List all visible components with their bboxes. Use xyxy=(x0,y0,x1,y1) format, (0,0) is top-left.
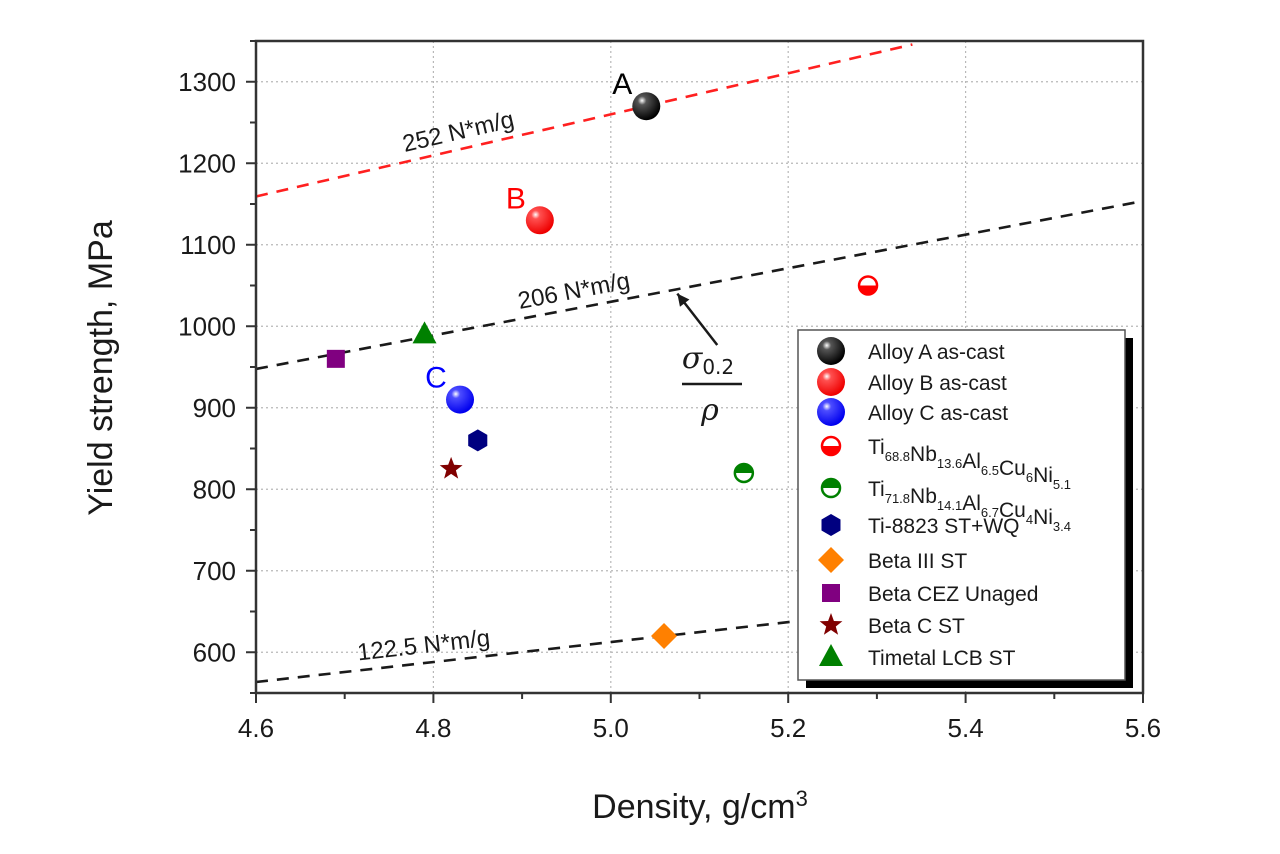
legend-item: Beta CEZ Unaged xyxy=(822,583,1038,606)
x-tick-label: 4.6 xyxy=(238,713,274,743)
legend-label: Alloy A as-cast xyxy=(868,341,1005,364)
legend-marker-hexagon xyxy=(821,514,841,536)
diamond-marker xyxy=(818,547,844,573)
data-point xyxy=(525,206,554,235)
x-tick-label: 5.6 xyxy=(1125,713,1161,743)
data-point xyxy=(857,275,879,296)
sigma-over-rho-annotation: σ0.2 ρ xyxy=(676,292,742,428)
half-circle-fill xyxy=(822,479,840,488)
y-tick-label: 800 xyxy=(193,474,236,504)
sphere-marker xyxy=(446,385,475,414)
star-marker xyxy=(819,613,843,635)
legend-marker-sphere xyxy=(817,398,845,426)
x-axis-title: Density, g/cm3 xyxy=(592,786,808,826)
annotation-arrow-head xyxy=(677,293,690,307)
x-tick-label: 5.2 xyxy=(770,713,806,743)
legend-item: Beta C ST xyxy=(819,613,965,638)
legend-label: Ti-8823 ST+WQ xyxy=(868,515,1020,538)
legend-label: Ti68.8Nb13.6Al6.5Cu6Ni5.1 xyxy=(868,436,1071,492)
triangle-marker xyxy=(819,644,843,666)
x-tick-label: 5.4 xyxy=(948,713,984,743)
sphere-marker xyxy=(817,368,845,396)
legend-item: Timetal LCB ST xyxy=(819,644,1016,670)
triangle-marker xyxy=(412,321,437,344)
sphere-marker xyxy=(817,337,845,365)
data-point xyxy=(733,462,755,484)
legend-label: Beta III ST xyxy=(868,550,967,573)
diamond-marker xyxy=(651,622,678,649)
legend: Alloy A as-cast Alloy B as-cast Alloy C as… xyxy=(797,329,1133,688)
data-point xyxy=(651,622,678,649)
data-point xyxy=(439,456,463,479)
legend-item: Ti68.8Nb13.6Al6.5Cu6Ni5.1 xyxy=(820,435,1071,492)
legend-item: Alloy B as-cast xyxy=(817,368,1007,396)
data-point xyxy=(446,385,475,414)
square-marker xyxy=(326,349,345,368)
sphere-marker xyxy=(632,92,661,121)
annotation-denominator: ρ xyxy=(700,393,719,428)
legend-marker-triangle xyxy=(819,644,843,666)
legend-marker-half-top xyxy=(820,477,842,499)
half-circle-fill xyxy=(734,463,753,473)
data-point xyxy=(632,92,661,121)
data-point xyxy=(468,429,488,452)
axes: 4.6 4.8 5.0 5.2 5.4 5.6 600 700 800 900 1000 1100 12… xyxy=(178,39,1161,743)
star-marker xyxy=(439,456,463,479)
legend-item: Beta III ST xyxy=(818,547,967,573)
legend-label: Alloy B as-cast xyxy=(868,372,1007,395)
legend-marker-diamond xyxy=(818,547,844,573)
hexagon-marker xyxy=(821,514,841,536)
legend-item: Alloy A as-cast xyxy=(817,337,1005,365)
data-point xyxy=(412,321,437,344)
half-circle-fill xyxy=(822,446,840,455)
point-label: B xyxy=(506,182,526,215)
y-tick-label: 700 xyxy=(193,556,236,586)
reference-line-label: 122.5 N*m/g xyxy=(356,625,492,667)
point-label: C xyxy=(425,362,447,395)
reference-line xyxy=(255,43,913,198)
legend-label: Ti71.8Nb14.1Al6.7Cu4Ni3.4 xyxy=(868,478,1071,534)
reference-line xyxy=(255,199,1144,371)
reference-line xyxy=(255,619,798,684)
half-circle-fill xyxy=(859,285,878,295)
legend-marker-star xyxy=(819,613,843,635)
legend-marker-square xyxy=(822,584,840,602)
legend-marker-sphere xyxy=(817,337,845,365)
legend-label: Alloy C as-cast xyxy=(868,402,1008,425)
y-axis-title: Yield strength, MPa xyxy=(82,220,120,516)
y-tick-label: 1000 xyxy=(178,311,236,341)
x-tick-label: 4.8 xyxy=(415,713,451,743)
y-tick-label: 600 xyxy=(193,637,236,667)
legend-label: Beta CEZ Unaged xyxy=(868,583,1038,606)
y-tick-label: 900 xyxy=(193,393,236,423)
legend-item: Alloy C as-cast xyxy=(817,398,1008,426)
square-marker xyxy=(822,584,840,602)
reference-line-label: 252 N*m/g xyxy=(400,106,517,158)
y-tick-label: 1100 xyxy=(180,230,236,260)
x-tick-label: 5.0 xyxy=(593,713,629,743)
legend-item: Ti71.8Nb14.1Al6.7Cu4Ni3.4 xyxy=(820,477,1071,534)
data-points: A B C xyxy=(326,68,879,649)
sphere-marker xyxy=(525,206,554,235)
legend-label: Beta C ST xyxy=(868,615,965,638)
point-label: A xyxy=(612,68,632,101)
legend-item: Ti-8823 ST+WQ xyxy=(821,514,1020,538)
legend-label: Timetal LCB ST xyxy=(868,647,1016,670)
y-tick-label: 1200 xyxy=(178,148,236,178)
sphere-marker xyxy=(817,398,845,426)
legend-marker-half-bottom xyxy=(820,435,842,457)
annotation-numerator: σ0.2 xyxy=(682,341,734,379)
hexagon-marker xyxy=(468,429,488,452)
data-point xyxy=(326,349,345,368)
legend-box xyxy=(797,329,1126,681)
legend-marker-sphere xyxy=(817,368,845,396)
y-tick-label: 1300 xyxy=(178,67,236,97)
